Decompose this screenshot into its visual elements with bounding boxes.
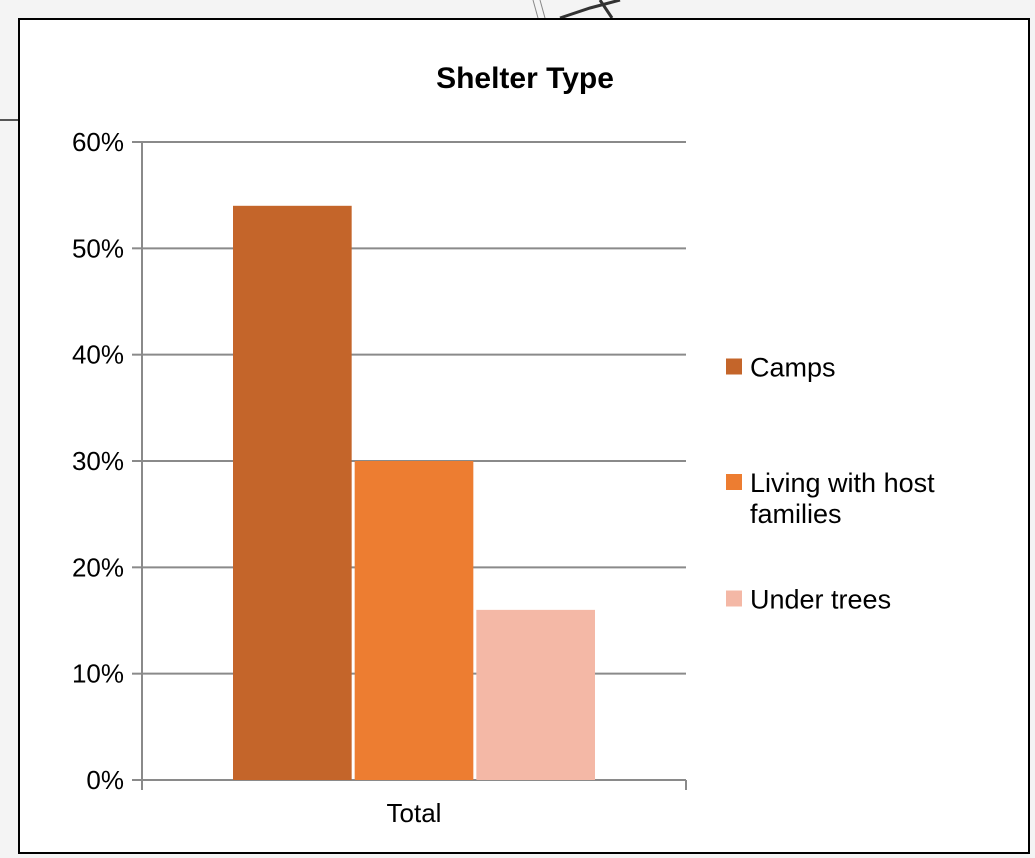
bar: [354, 461, 474, 780]
legend-swatch: [726, 590, 742, 607]
bar-chart: 0% 10% 20% 30% 40% 50% 60% Total Shelter Type C…: [72, 62, 935, 828]
legend-label: Camps: [750, 353, 836, 383]
y-tick-label: 40%: [72, 340, 124, 370]
y-tick-label: 50%: [72, 233, 124, 263]
legend-swatch: [726, 474, 742, 490]
chart-title: Shelter Type: [436, 62, 614, 95]
x-tick-label: Total: [387, 798, 442, 828]
y-tick-label: 30%: [72, 446, 124, 476]
legend-label: Living with host: [750, 468, 935, 498]
background-line: [539, 0, 546, 19]
chart-panel: 0% 10% 20% 30% 40% 50% 60% Total Shelter Type C…: [18, 18, 1030, 854]
bars: [233, 205, 595, 781]
axes: 0% 10% 20% 30% 40% 50% 60% Total: [72, 127, 687, 828]
y-tick-label: 10%: [72, 659, 124, 689]
bar: [476, 609, 595, 780]
legend-label: Under trees: [750, 585, 891, 615]
y-tick-label: 20%: [72, 552, 124, 582]
bar: [233, 205, 352, 781]
legend-swatch: [726, 358, 742, 375]
y-tick-label: 60%: [72, 127, 124, 157]
background-stroke: [598, 0, 614, 19]
legend-label: families: [750, 499, 842, 529]
background-stroke: [559, 0, 621, 20]
y-tick-label: 0%: [86, 765, 124, 795]
background-line: [532, 0, 539, 19]
